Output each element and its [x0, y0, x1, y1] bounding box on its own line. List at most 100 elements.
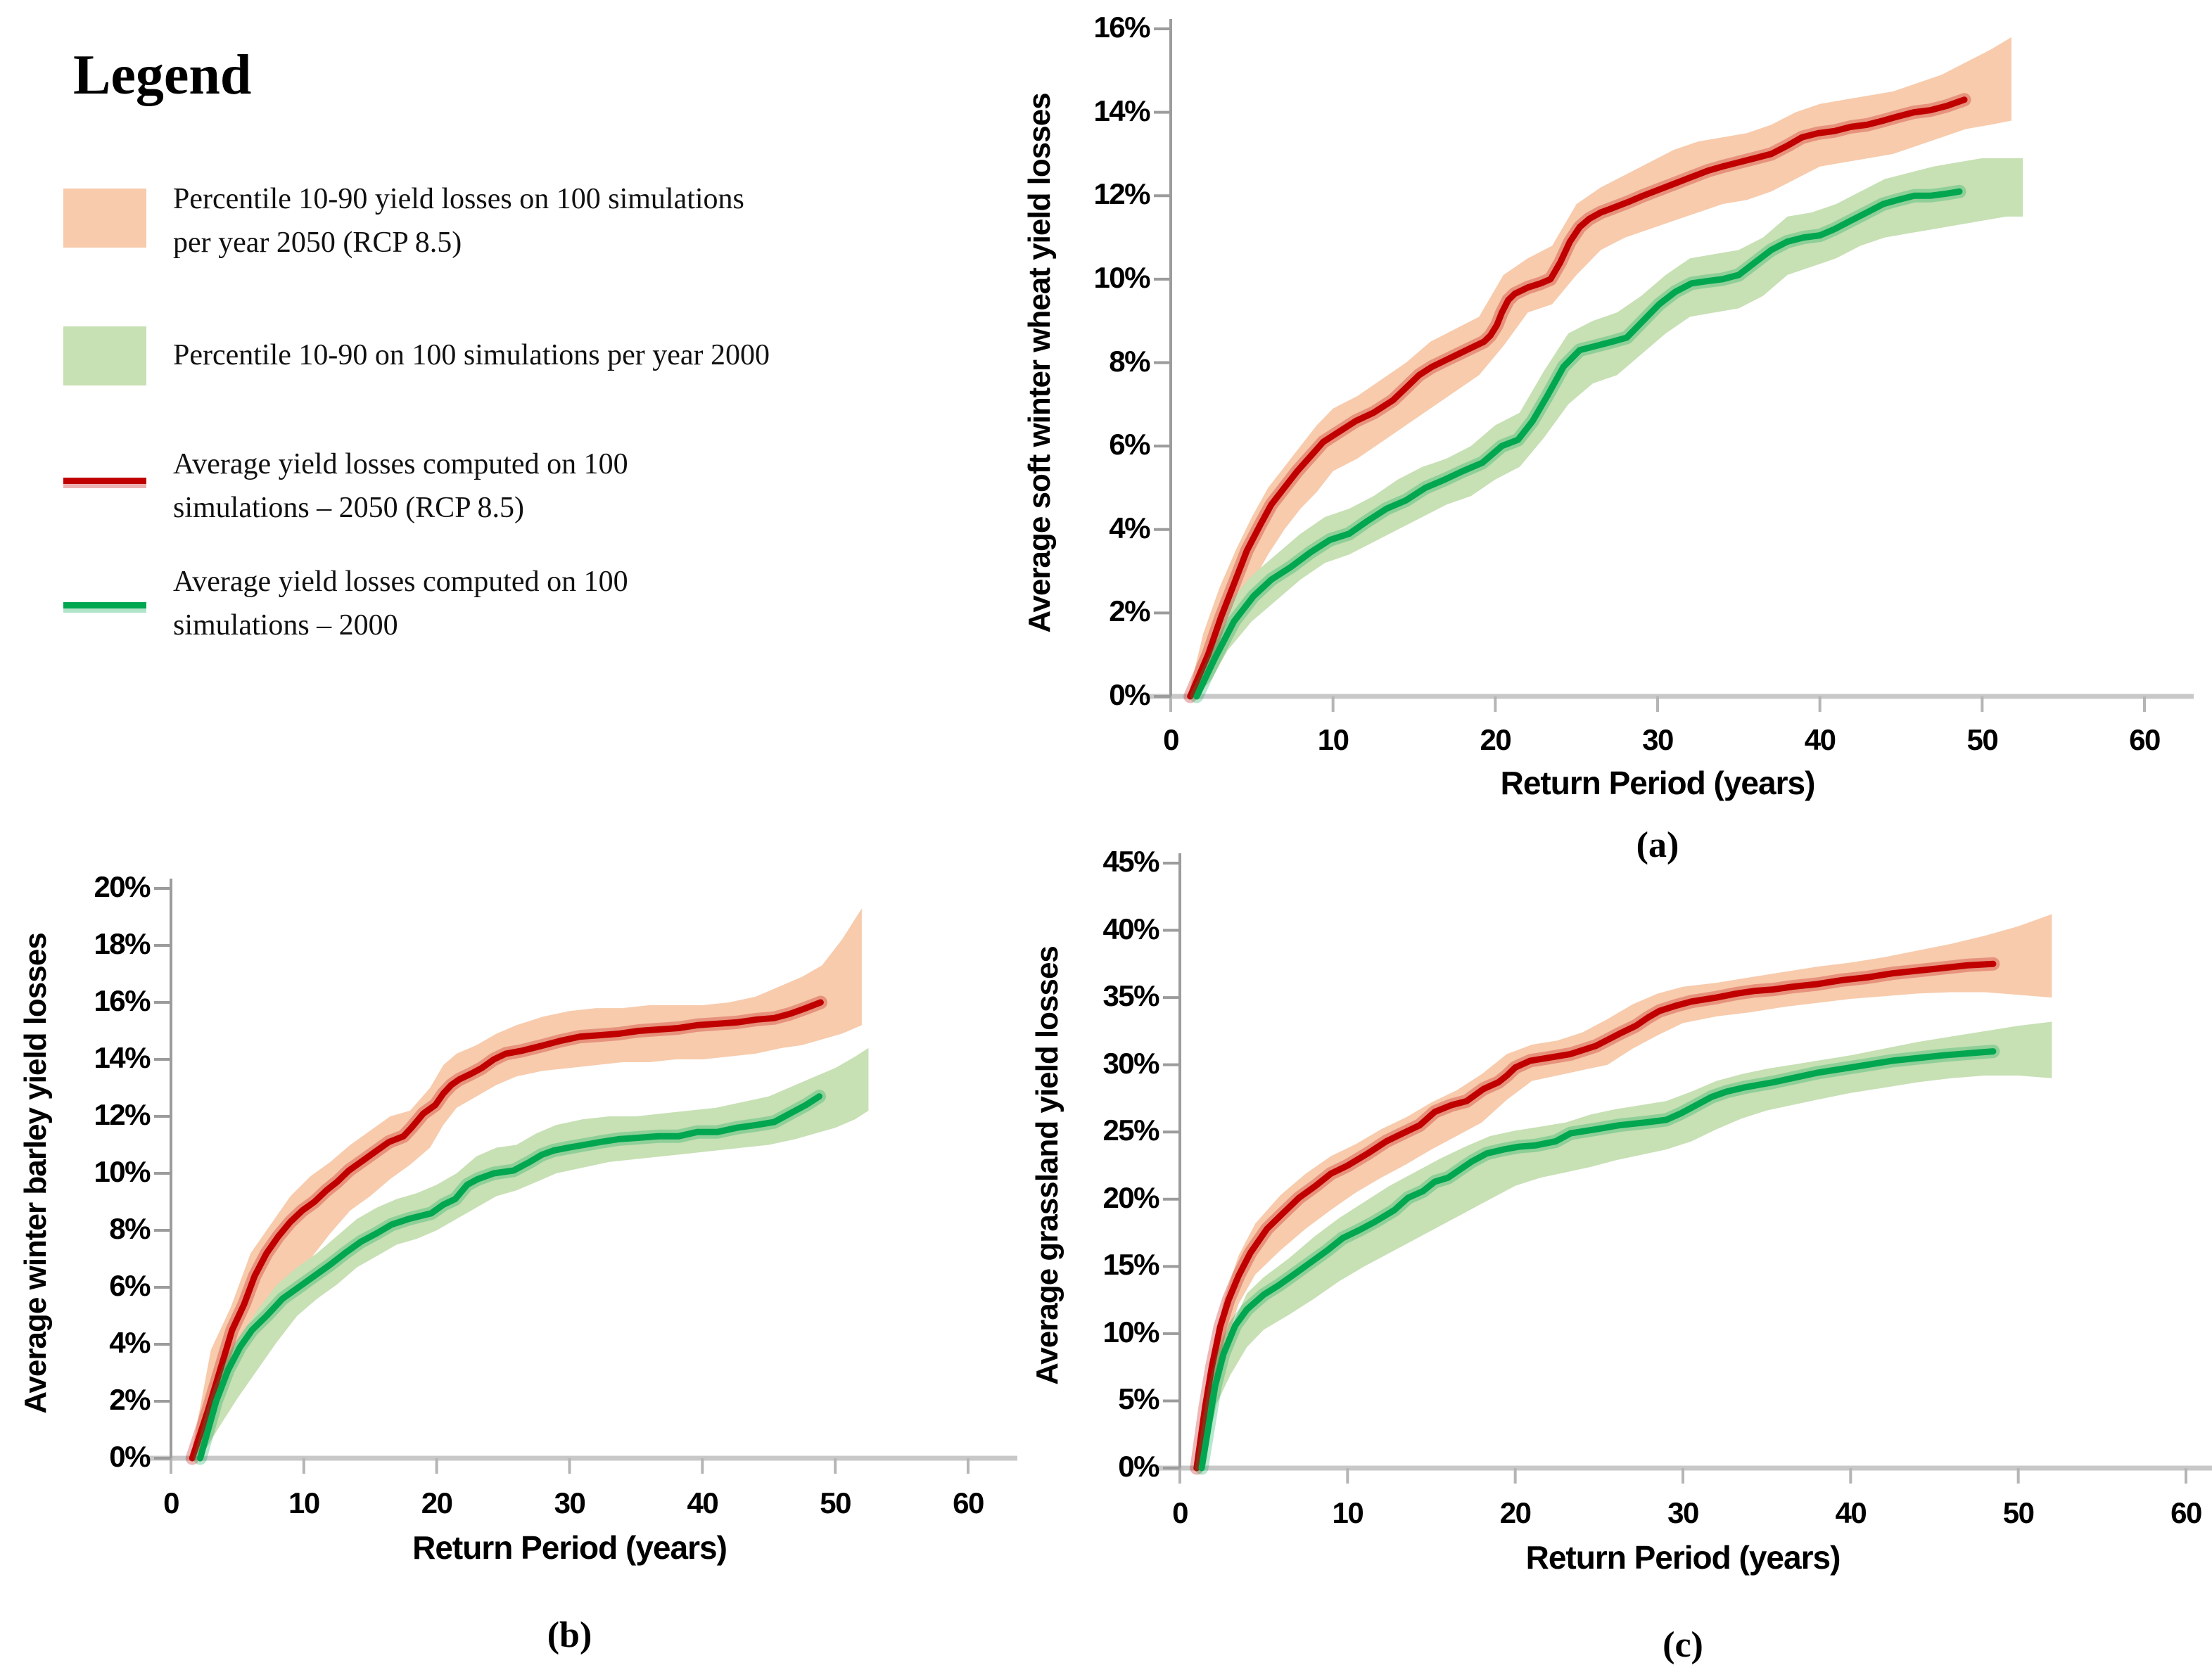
legend-text-line: simulations – 2050 (RCP 8.5): [173, 492, 524, 524]
x-tick-label: 60: [953, 1486, 984, 1519]
legend-item-percentile-2050: Percentile 10-90 yield losses on 100 sim…: [173, 177, 744, 264]
uncertainty-band: [1196, 158, 2023, 696]
y-tick-label: 0%: [1118, 1450, 1159, 1483]
x-tick-label: 40: [1835, 1496, 1867, 1529]
legend-text-line: Percentile 10-90 on 100 simulations per …: [173, 339, 770, 371]
legend-text-line: simulations – 2000: [173, 609, 398, 642]
y-tick-label: 8%: [1109, 344, 1150, 378]
x-tick-label: 40: [687, 1486, 718, 1519]
y-tick-label: 10%: [94, 1155, 151, 1188]
y-tick-label: 20%: [94, 870, 151, 903]
y-tick-label: 30%: [1102, 1046, 1159, 1080]
x-tick-label: 20: [1480, 723, 1511, 756]
chart-winter-barley: Average winter barley yield losses Retur…: [18, 870, 1017, 1655]
legend-text-line: Average yield losses computed on 100: [173, 448, 628, 480]
y-tick-label: 35%: [1102, 979, 1159, 1013]
x-tick-label: 60: [2170, 1496, 2202, 1529]
mean-line: [189, 999, 824, 1462]
plot-area: [1155, 853, 2212, 1484]
x-tick-label: 0: [1172, 1496, 1188, 1529]
y-tick-label: 25%: [1102, 1114, 1159, 1147]
plot-area: [1145, 19, 2194, 712]
legend-swatch-percentile-2050: [63, 189, 146, 248]
axes: [1145, 19, 2194, 712]
y-tick-label: 8%: [109, 1212, 151, 1245]
chart-grassland: Average grassland yield losses Return Pe…: [1030, 845, 2212, 1665]
y-tick-label: 20%: [1102, 1180, 1159, 1214]
y-tick-label: 10%: [1093, 260, 1150, 294]
x-tick-label: 0: [163, 1486, 179, 1519]
mean-line-halo: [1183, 93, 1971, 703]
x-tick-label: 50: [820, 1486, 851, 1519]
x-axis-title: Return Period (years): [1525, 1539, 1841, 1576]
x-tick-label: 10: [288, 1486, 320, 1519]
legend: Legend Percentile 10-90 yield losses on …: [0, 0, 985, 809]
x-axis-title: Return Period (years): [412, 1529, 727, 1566]
y-tick-label: 45%: [1102, 845, 1159, 878]
panel-label-a: (a): [1636, 825, 1679, 865]
y-tick-label: 15%: [1102, 1248, 1159, 1282]
y-tick-label: 6%: [109, 1269, 151, 1302]
mean-line: [1193, 960, 1997, 1472]
x-tick-label: 20: [421, 1486, 453, 1519]
x-tick-label: 30: [1642, 723, 1674, 756]
legend-text-line: Average yield losses computed on 100: [173, 566, 628, 598]
legend-item-average-2000: Average yield losses computed on 100 sim…: [173, 560, 628, 647]
axes: [1155, 853, 2212, 1484]
legend-text-line: per year 2050 (RCP 8.5): [173, 227, 462, 259]
uncertainty-band: [200, 1047, 869, 1458]
mean-line: [197, 1093, 822, 1462]
mean-line: [1187, 96, 1968, 700]
chart-svg: [1145, 19, 2194, 712]
y-tick-label: 4%: [1109, 511, 1150, 544]
legend-text-line: Percentile 10-90 yield losses on 100 sim…: [173, 183, 744, 215]
y-tick-label: 14%: [94, 1041, 151, 1074]
uncertainty-band: [1196, 914, 2052, 1468]
legend-item-average-2050: Average yield losses computed on 100 sim…: [173, 442, 628, 530]
x-tick-label: 0: [1163, 723, 1179, 756]
x-axis-title: Return Period (years): [1500, 765, 1816, 801]
y-tick-label: 40%: [1102, 912, 1159, 945]
uncertainty-band: [1190, 37, 2011, 696]
axes: [146, 879, 1017, 1474]
x-tick-label: 50: [1966, 723, 1998, 756]
x-tick-label: 60: [2129, 723, 2161, 756]
y-tick-label: 12%: [94, 1098, 151, 1131]
y-tick-label: 18%: [94, 927, 151, 960]
y-tick-label: 2%: [1109, 594, 1150, 628]
legend-item-percentile-2000: Percentile 10-90 on 100 simulations per …: [173, 333, 770, 377]
legend-swatch-percentile-2000: [63, 326, 146, 385]
y-tick-label: 5%: [1118, 1382, 1159, 1416]
y-tick-label: 2%: [109, 1383, 151, 1416]
x-tick-label: 10: [1317, 723, 1349, 756]
x-tick-label: 50: [2002, 1496, 2035, 1529]
panel-label-b: (b): [547, 1615, 592, 1655]
plot-area: [146, 879, 1017, 1474]
x-tick-label: 10: [1332, 1496, 1364, 1529]
uncertainty-band: [1202, 1021, 2052, 1468]
chart-svg: [1155, 853, 2212, 1484]
chart-soft-winter-wheat: Average soft winter wheat yield losses R…: [1022, 11, 2194, 865]
uncertainty-band: [192, 908, 862, 1458]
panel-label-c: (c): [1663, 1625, 1703, 1665]
y-tick-label: 4%: [109, 1326, 151, 1359]
y-tick-label: 0%: [109, 1440, 151, 1473]
y-tick-label: 12%: [1093, 177, 1150, 211]
y-tick-label: 6%: [1109, 428, 1150, 461]
y-tick-label: 10%: [1102, 1315, 1159, 1348]
mean-line: [1198, 1048, 1997, 1472]
x-tick-label: 30: [1667, 1496, 1699, 1529]
y-tick-label: 14%: [1093, 94, 1150, 127]
x-tick-label: 20: [1499, 1496, 1532, 1529]
x-tick-label: 40: [1804, 723, 1836, 756]
legend-line-average-2000: [63, 602, 146, 608]
legend-title: Legend: [73, 44, 252, 106]
y-tick-label: 16%: [94, 984, 151, 1017]
chart-svg: [146, 879, 1017, 1474]
legend-line-average-2050: [63, 478, 146, 484]
x-tick-label: 30: [554, 1486, 586, 1519]
mean-line: [1193, 188, 1963, 700]
y-tick-label: 16%: [1093, 11, 1150, 44]
y-tick-label: 0%: [1109, 678, 1150, 711]
